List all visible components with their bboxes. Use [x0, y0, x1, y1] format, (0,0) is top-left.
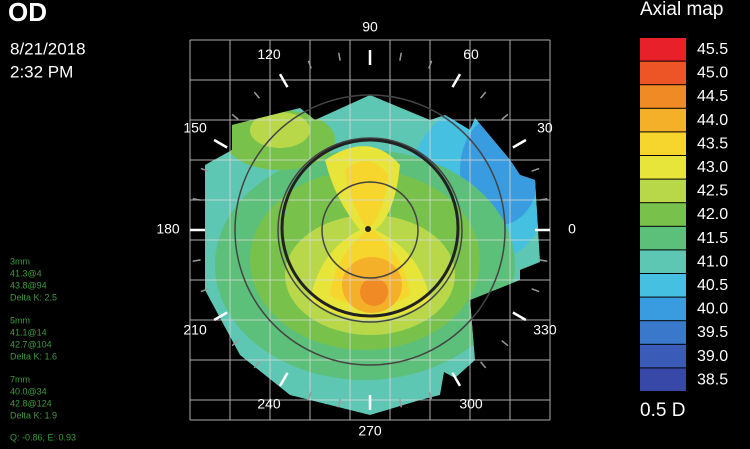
minor-tick: [399, 52, 402, 61]
minor-tick: [253, 361, 261, 369]
stat-line: 41.3@4: [10, 268, 42, 278]
angle-label: 90: [362, 19, 378, 35]
legend-swatch: [640, 108, 686, 132]
rings: [234, 94, 506, 366]
major-tick: [213, 311, 228, 322]
legend-swatch: [640, 297, 686, 321]
stat-line: 40.0@34: [10, 386, 47, 396]
angle-label: 270: [358, 423, 382, 439]
legend-swatch: [640, 321, 686, 344]
legend-title: Axial map: [640, 0, 723, 20]
angle-label: 30: [537, 120, 553, 136]
angle-label: 150: [183, 120, 207, 136]
stat-line: 43.8@94: [10, 280, 47, 290]
stat-line: 42.8@124: [10, 398, 52, 408]
minor-tick: [192, 198, 201, 201]
minor-tick: [338, 399, 341, 408]
minor-tick: [192, 259, 201, 262]
legend-label: 40.5: [697, 277, 728, 294]
minor-tick: [501, 339, 509, 347]
legend-swatch: [640, 132, 686, 155]
angle-label: 300: [459, 396, 483, 412]
minor-tick: [307, 60, 312, 69]
minor-tick: [307, 391, 312, 400]
minor-tick: [479, 91, 487, 99]
minor-tick: [253, 91, 261, 99]
legend-swatch: [640, 85, 686, 108]
legend-swatch: [640, 274, 686, 297]
legend-label: 44.0: [697, 112, 728, 129]
legend-label: 45.5: [697, 41, 728, 58]
stat-line: Delta K: 1.6: [10, 351, 57, 361]
minor-tick: [231, 339, 239, 347]
stat-line: Delta K: 2.5: [10, 292, 57, 302]
time: 2:32 PM: [10, 62, 73, 81]
legend-label: 42.0: [697, 206, 728, 223]
stat-line: 42.7@104: [10, 339, 52, 349]
legend-swatch: [640, 179, 686, 203]
minor-tick: [539, 198, 548, 201]
eye: OD: [8, 0, 47, 27]
stat-line: 7mm: [10, 374, 30, 384]
major-tick: [213, 138, 228, 149]
legend-label: 43.0: [697, 159, 728, 176]
legend-step: 0.5 D: [640, 400, 685, 421]
minor-tick: [539, 259, 548, 262]
stat-line: 41.1@14: [10, 327, 47, 337]
angle-label: 60: [463, 46, 479, 62]
angle-label: 240: [257, 396, 281, 412]
stat-line: Delta K: 1.9: [10, 410, 57, 420]
legend-label: 40.0: [697, 301, 728, 318]
center: [365, 226, 371, 232]
legend-swatch: [640, 203, 686, 226]
angle-label: 120: [257, 46, 281, 62]
major-tick: [278, 73, 289, 88]
angle-label: 180: [156, 221, 180, 237]
legend-swatch: [640, 250, 686, 273]
date: 8/21/2018: [10, 39, 86, 58]
legend-swatch: [640, 61, 686, 85]
legend-label: 45.0: [697, 65, 728, 82]
stat-line: 3mm: [10, 256, 30, 266]
angle-label: 0: [568, 221, 576, 237]
legend-swatch: [640, 156, 686, 179]
legend-label: 41.5: [697, 230, 728, 247]
angle-label: 330: [533, 322, 557, 338]
major-tick: [512, 138, 527, 149]
stat-line: 5mm: [10, 315, 30, 325]
legend-label: 39.5: [697, 324, 728, 341]
legend-label: 43.5: [697, 135, 728, 152]
legend-label: 41.0: [697, 253, 728, 270]
legend-label: 42.5: [697, 183, 728, 200]
minor-tick: [200, 288, 209, 293]
minor-tick: [399, 399, 402, 408]
major-tick: [451, 372, 462, 387]
angle-label: 210: [183, 322, 207, 338]
major-tick: [512, 311, 527, 322]
legend-label: 38.5: [697, 371, 728, 388]
minor-tick: [200, 167, 209, 172]
minor-tick: [428, 60, 433, 69]
legend-label: 39.0: [697, 348, 728, 365]
minor-tick: [531, 167, 540, 172]
minor-tick: [501, 113, 509, 121]
legend-swatch: [640, 226, 686, 250]
major-tick: [451, 73, 462, 88]
major-tick: [278, 372, 289, 387]
legend-swatch: [640, 344, 686, 368]
minor-tick: [231, 113, 239, 121]
minor-tick: [338, 52, 341, 61]
minor-tick: [428, 391, 433, 400]
shape-factor: Q: -0.86, E: 0.93: [10, 432, 76, 442]
minor-tick: [531, 288, 540, 293]
legend-label: 44.5: [697, 88, 728, 105]
legend-swatch: [640, 368, 686, 391]
minor-tick: [479, 361, 487, 369]
legend-swatch: [640, 38, 686, 61]
